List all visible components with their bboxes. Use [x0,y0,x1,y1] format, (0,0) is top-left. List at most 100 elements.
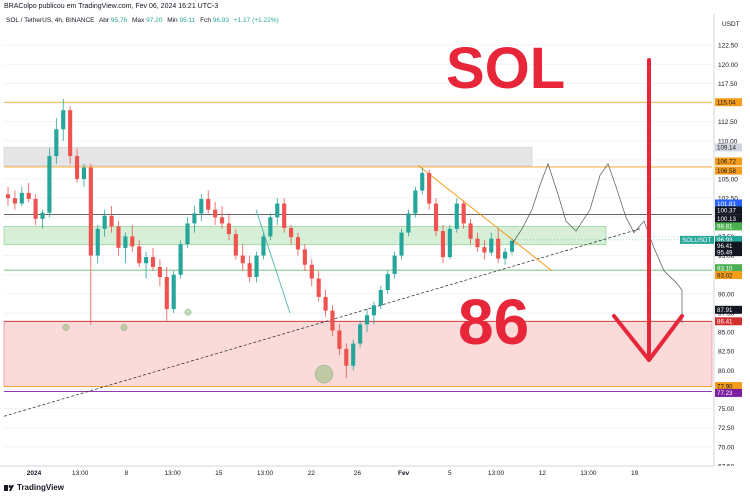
trendlines-layer [3,164,641,417]
price-label: 106.72 [717,159,736,166]
candle-body [164,276,169,310]
tradingview-logo-icon [4,485,14,491]
candle-body [88,167,93,256]
price-label-box [715,271,742,280]
price-label: 77.23 [717,390,733,397]
candle-body [192,213,197,224]
publisher-line: BRAColpo publicou em TradingView.com, Fe… [4,3,219,10]
candle-body [440,231,446,258]
x-tick-label: 22 [308,470,316,477]
candle-body [240,255,245,264]
candle-body [254,255,259,277]
candle-body [371,305,376,316]
candle-body [288,228,294,238]
candle-body [454,203,459,229]
pivot-marker [120,324,128,331]
down-arrow-head [612,314,684,362]
x-tick-label: 12 [539,470,547,477]
candle-body [137,246,142,264]
price-label: 98.81 [717,224,733,231]
candle-body [364,315,370,325]
dashed-trendline [3,228,641,417]
grey-zone [3,147,533,167]
pivot-marker [184,308,192,316]
candle-body [150,257,156,268]
candle-body [178,244,183,275]
levels-layer [4,101,712,392]
candle-body [33,198,38,219]
candle-body [219,217,225,224]
y-tick-label: 120.00 [718,62,738,69]
price-label-box [715,143,742,152]
projection-path [511,162,683,291]
price-label-box [715,382,742,391]
candle-body [503,251,508,259]
open-value: 95.76 [111,17,128,24]
candle-body [496,238,501,259]
price-label: 115.04 [717,100,736,107]
candle-body [40,212,45,219]
candle-body [61,110,66,130]
candle-body [171,274,176,310]
x-tick-label: 19 [631,470,639,477]
y-tick-label: 87.50 [718,310,735,317]
symbol-tag-box [680,235,714,244]
y-tick-label: 117.50 [718,81,738,88]
candle-body [74,156,80,180]
close-label: Fch [200,17,211,24]
candle-body [330,310,335,331]
price-label: 100.13 [717,216,736,223]
handwritten-title: SOL [446,36,565,101]
y-tick-label: 105.00 [718,177,738,184]
price-label: 96.41 [717,243,733,250]
price-label-box [715,214,742,223]
price-label: 87.91 [717,307,733,314]
price-label-box [715,264,742,273]
x-tick-label: 15 [215,470,223,477]
candle-body [447,228,452,258]
x-tick-label: 5 [448,470,452,477]
candle-body [95,228,100,256]
pivot-marker [62,324,70,331]
candle-body [123,236,128,248]
candle-body [68,110,73,157]
candle-body [233,234,238,256]
svg-text:SOL / TetherUS, 4h, BINANCE: SOL / TetherUS, 4h, BINANCE Abr 95.76 Ma… [6,17,279,24]
x-tick-label: 2024 [27,470,42,477]
y-tick-label: 110.00 [718,138,738,145]
price-label: 109.14 [717,145,736,152]
symbol-tag: SOLUSDT [682,237,711,244]
candle-body [261,236,266,256]
y-tick-label: 122.50 [718,43,738,50]
y-tick-label: 75.00 [718,406,735,413]
y-tick-label: 82.50 [718,349,735,356]
candle-body [213,209,218,218]
candle-body [206,198,211,210]
y-tick-label: 80.00 [718,368,735,375]
symbol-name: SOL / TetherUS, 4h, BINANCE [6,17,95,24]
x-axis-band [0,466,750,482]
candle-body [337,330,342,349]
price-label: 93.10 [717,265,733,272]
y-tick-label: 95.00 [718,253,735,260]
candle-body [185,223,190,245]
candle-body [427,172,432,204]
price-label: 77.90 [717,383,733,390]
candle-body [109,215,114,227]
candle-body [81,167,87,180]
open-label: Abr [99,17,110,24]
price-label-box [715,98,742,107]
price-label-box [715,166,742,175]
candle-body [282,203,287,229]
price-label: 93.02 [717,272,733,279]
grid-layer [4,44,712,467]
symbol-bar[interactable]: SOL / TetherUS, 4h, BINANCE Abr 95.76 Ma… [6,17,279,24]
price-label-box [715,199,742,208]
brand-text: TradingView [17,483,64,492]
candle-body [12,198,17,204]
price-label-box [715,241,742,250]
pivot-marker [314,364,334,384]
